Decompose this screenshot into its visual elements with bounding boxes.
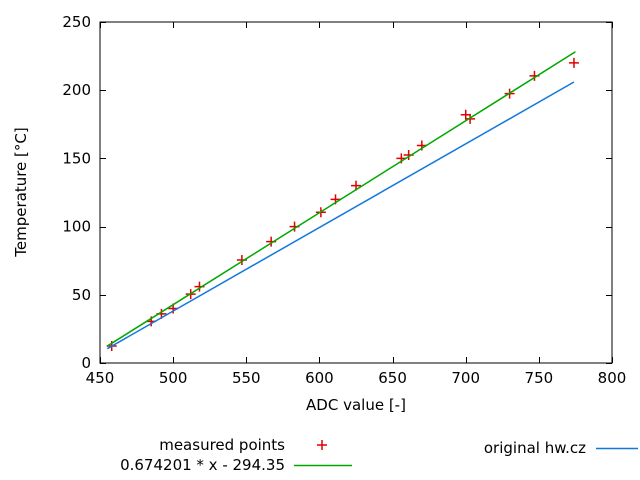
x-tick-label: 600	[305, 369, 334, 387]
x-tick-label: 650	[378, 369, 407, 387]
legend-sample-measured-points	[317, 440, 327, 450]
plot-border	[99, 21, 613, 364]
x-tick-label: 550	[232, 369, 261, 387]
y-axis-label: Temperature [°C]	[12, 127, 30, 257]
y-tick-label: 250	[62, 13, 91, 31]
legend-label-measured-points: measured points	[159, 436, 285, 454]
y-tick-label: 50	[72, 286, 91, 304]
x-tick-label: 700	[451, 369, 480, 387]
x-tick-label: 750	[525, 369, 554, 387]
legend-label-original-hwcz: original hw.cz	[483, 439, 586, 457]
y-tick-label: 150	[62, 149, 91, 167]
data-point-marker	[460, 109, 471, 120]
x-tick-label: 800	[598, 369, 627, 387]
fit-line	[106, 51, 576, 347]
x-axis-label: ADC value [-]	[306, 396, 406, 414]
x-tick-label: 500	[159, 369, 188, 387]
y-tick-label: 0	[81, 354, 91, 372]
legend-label-fit-formula: 0.674201 * x - 294.35	[120, 456, 285, 474]
x-tick-label: 450	[86, 369, 115, 387]
y-tick-label: 100	[62, 218, 91, 236]
y-tick-label: 200	[62, 81, 91, 99]
hwcz-line	[106, 81, 575, 350]
data-point-marker	[568, 57, 579, 68]
